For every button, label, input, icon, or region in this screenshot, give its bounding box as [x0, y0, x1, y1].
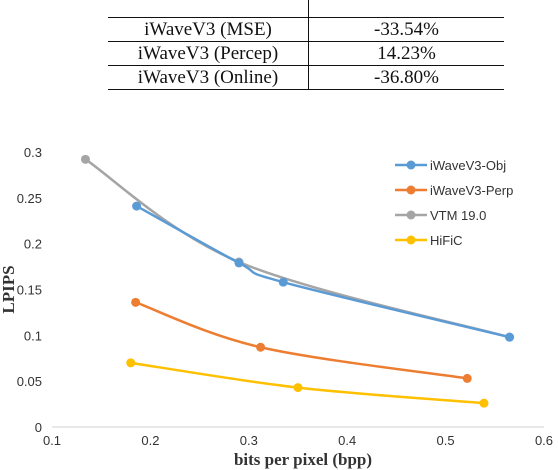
- table-row: [108, 0, 504, 18]
- y-tick-label: 0.2: [24, 237, 42, 252]
- data-point: [234, 258, 244, 268]
- legend-item: iWaveV3-Obj: [395, 158, 506, 173]
- data-point: [479, 398, 489, 408]
- legend-label: iWaveV3-Obj: [430, 158, 506, 173]
- y-tick-label: 0.15: [17, 283, 42, 298]
- table-row: iWaveV3 (Online) -36.80%: [108, 65, 504, 90]
- data-point: [462, 373, 472, 383]
- x-tick-label: 0.2: [141, 433, 159, 448]
- legend: iWaveV3-Obj iWaveV3-Perp VTM 19.0 HiFiC: [395, 158, 513, 248]
- value-cell: -33.54%: [308, 17, 504, 42]
- series-line: [136, 204, 510, 339]
- data-point: [132, 201, 142, 211]
- data-point: [80, 154, 90, 164]
- axes: 0 0.05 0.1 0.15 0.2 0.25 0.3 0.1 0.2 0.3 0.4 0.5 0.6: [17, 145, 553, 448]
- table-row: iWaveV3 (Percep) 14.23%: [108, 41, 504, 66]
- legend-item: HiFiC: [395, 233, 463, 248]
- y-tick-label: 0.05: [17, 374, 42, 389]
- y-tick-label: 0.3: [24, 145, 42, 160]
- series-lines: [80, 154, 515, 408]
- method-cell: iWaveV3 (MSE): [108, 17, 309, 42]
- data-point: [126, 358, 136, 368]
- y-axis-title: LPIPS: [0, 265, 18, 313]
- results-table-container: iWaveV3 (MSE) -33.54% iWaveV3 (Percep) 14.2…: [108, 0, 504, 90]
- legend-item: iWaveV3-Perp: [395, 183, 513, 198]
- series-line: [130, 361, 485, 405]
- legend-item: VTM 19.0: [395, 208, 486, 223]
- results-table: iWaveV3 (MSE) -33.54% iWaveV3 (Percep) 14.2…: [108, 0, 504, 90]
- x-tick-label: 0.6: [535, 433, 553, 448]
- series-line: [135, 301, 468, 380]
- x-tick-label: 0.3: [240, 433, 258, 448]
- legend-swatch-marker: [406, 185, 416, 195]
- legend-swatch-marker: [406, 235, 416, 245]
- data-point: [505, 332, 515, 342]
- legend-swatch-marker: [406, 160, 416, 170]
- data-point: [256, 342, 266, 352]
- x-tick-label: 0.5: [437, 433, 455, 448]
- series-iwavev3-obj: [132, 201, 515, 342]
- data-point: [278, 277, 288, 287]
- legend-label: HiFiC: [430, 233, 463, 248]
- series-iwavev3-perp: [131, 297, 472, 383]
- method-cell: iWaveV3 (Percep): [108, 41, 309, 66]
- legend-swatch-marker: [406, 210, 416, 220]
- legend-label: VTM 19.0: [430, 208, 486, 223]
- value-cell: -36.80%: [308, 65, 504, 90]
- legend-label: iWaveV3-Perp: [430, 183, 513, 198]
- x-axis-title: bits per pixel (bpp): [234, 450, 372, 469]
- table-row: iWaveV3 (MSE) -33.54%: [108, 17, 504, 42]
- y-tick-label: 0.1: [24, 328, 42, 343]
- value-cell: [308, 0, 504, 18]
- data-point: [293, 383, 303, 393]
- method-cell: iWaveV3 (Online): [108, 65, 309, 90]
- method-cell: [108, 0, 309, 18]
- y-tick-label: 0.25: [17, 191, 42, 206]
- x-tick-label: 0.4: [338, 433, 356, 448]
- y-tick-label: 0: [35, 420, 42, 435]
- data-point: [131, 297, 141, 307]
- value-cell: 14.23%: [308, 41, 504, 66]
- series-hific: [126, 358, 489, 408]
- x-tick-label: 0.1: [43, 433, 61, 448]
